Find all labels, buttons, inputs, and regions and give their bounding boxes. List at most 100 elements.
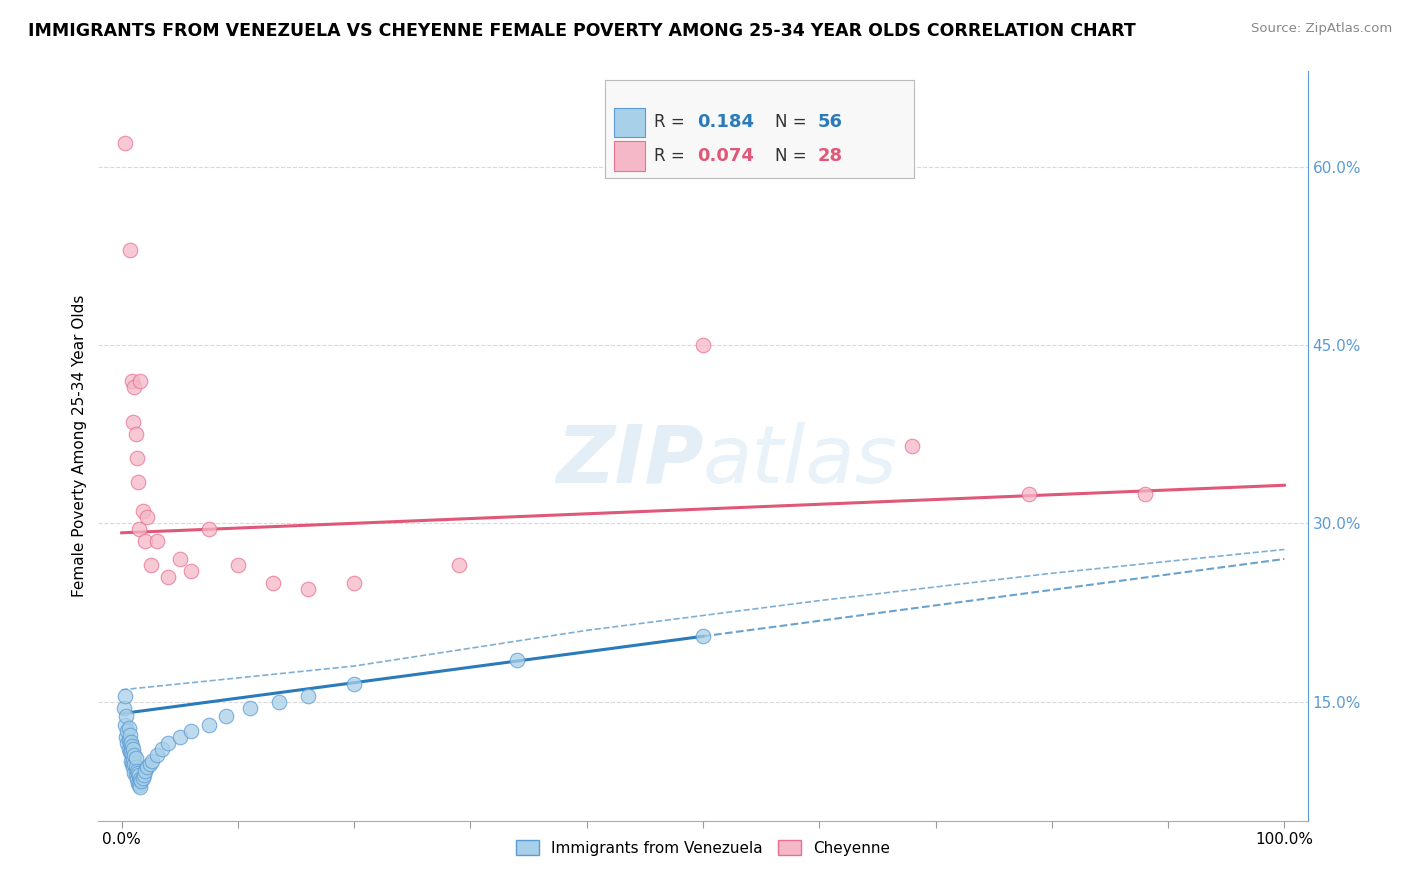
Point	[124, 760, 146, 774]
Point	[239, 700, 262, 714]
Point	[124, 427, 146, 442]
Point	[132, 768, 155, 782]
Point	[117, 724, 139, 739]
Point	[1133, 486, 1156, 500]
Point	[180, 564, 202, 578]
Text: N =: N =	[775, 113, 806, 131]
Point	[901, 439, 924, 453]
Point	[297, 582, 319, 596]
Point	[117, 736, 139, 750]
Point	[120, 735, 142, 749]
Point	[129, 772, 152, 786]
Point	[122, 752, 145, 766]
Point	[138, 756, 160, 771]
Point	[118, 742, 141, 756]
Text: 0.074: 0.074	[697, 147, 754, 165]
Point	[122, 742, 145, 756]
Point	[124, 766, 146, 780]
Text: Source: ZipAtlas.com: Source: ZipAtlas.com	[1251, 22, 1392, 36]
Point	[127, 775, 149, 789]
Point	[157, 570, 180, 584]
Point	[692, 338, 714, 352]
Point	[122, 415, 145, 429]
Point	[145, 534, 167, 549]
Point	[124, 768, 146, 782]
Point	[692, 629, 714, 643]
Point	[124, 748, 146, 763]
Point	[114, 689, 136, 703]
Point	[131, 774, 153, 789]
Point	[120, 745, 142, 759]
Point	[297, 689, 319, 703]
FancyBboxPatch shape	[614, 141, 645, 170]
Point	[128, 768, 150, 782]
Legend: Immigrants from Venezuela, Cheyenne: Immigrants from Venezuela, Cheyenne	[510, 833, 896, 862]
Point	[118, 745, 141, 759]
Point	[198, 522, 221, 536]
Point	[169, 552, 191, 566]
Point	[118, 728, 141, 742]
Point	[127, 475, 149, 489]
Point	[169, 731, 191, 745]
Text: 0.184: 0.184	[697, 113, 755, 131]
Text: R =: R =	[654, 147, 685, 165]
Point	[118, 736, 141, 750]
Point	[226, 558, 249, 572]
Point	[145, 748, 167, 763]
Point	[215, 709, 238, 723]
Point	[506, 653, 529, 667]
Point	[136, 760, 159, 774]
Point	[125, 764, 148, 778]
Point	[122, 760, 145, 774]
Point	[121, 756, 143, 771]
Point	[157, 736, 180, 750]
Text: R =: R =	[654, 113, 685, 131]
Point	[180, 724, 202, 739]
Point	[1018, 486, 1040, 500]
Point	[112, 700, 135, 714]
Point	[134, 534, 156, 549]
Point	[115, 731, 138, 745]
Point	[115, 709, 138, 723]
Point	[129, 374, 152, 388]
Text: atlas: atlas	[703, 422, 898, 500]
Text: ZIP: ZIP	[555, 422, 703, 500]
Point	[118, 721, 141, 735]
Point	[447, 558, 470, 572]
Point	[127, 766, 149, 780]
Point	[198, 718, 221, 732]
Point	[125, 450, 148, 465]
Point	[121, 748, 143, 763]
Point	[120, 754, 142, 768]
Point	[131, 504, 153, 518]
Point	[150, 742, 173, 756]
Text: 56: 56	[818, 113, 844, 131]
Point	[121, 739, 143, 753]
Point	[343, 575, 366, 590]
Point	[125, 772, 148, 786]
Point	[136, 510, 159, 524]
Text: IMMIGRANTS FROM VENEZUELA VS CHEYENNE FEMALE POVERTY AMONG 25-34 YEAR OLDS CORRE: IMMIGRANTS FROM VENEZUELA VS CHEYENNE FE…	[28, 22, 1136, 40]
Point	[139, 558, 162, 572]
Point	[128, 522, 150, 536]
Text: 28: 28	[818, 147, 844, 165]
Point	[114, 718, 136, 732]
Point	[131, 771, 153, 785]
FancyBboxPatch shape	[614, 108, 645, 137]
Point	[124, 750, 146, 764]
Point	[124, 379, 146, 393]
Point	[114, 136, 136, 150]
Text: N =: N =	[775, 147, 806, 165]
Point	[267, 695, 290, 709]
Point	[118, 243, 141, 257]
Point	[124, 756, 146, 771]
Point	[141, 754, 163, 768]
Point	[129, 780, 152, 795]
Point	[134, 764, 156, 778]
Point	[121, 374, 143, 388]
Point	[343, 677, 366, 691]
Point	[118, 732, 141, 747]
Point	[262, 575, 284, 590]
Y-axis label: Female Poverty Among 25-34 Year Olds: Female Poverty Among 25-34 Year Olds	[72, 295, 87, 597]
Point	[128, 778, 150, 792]
